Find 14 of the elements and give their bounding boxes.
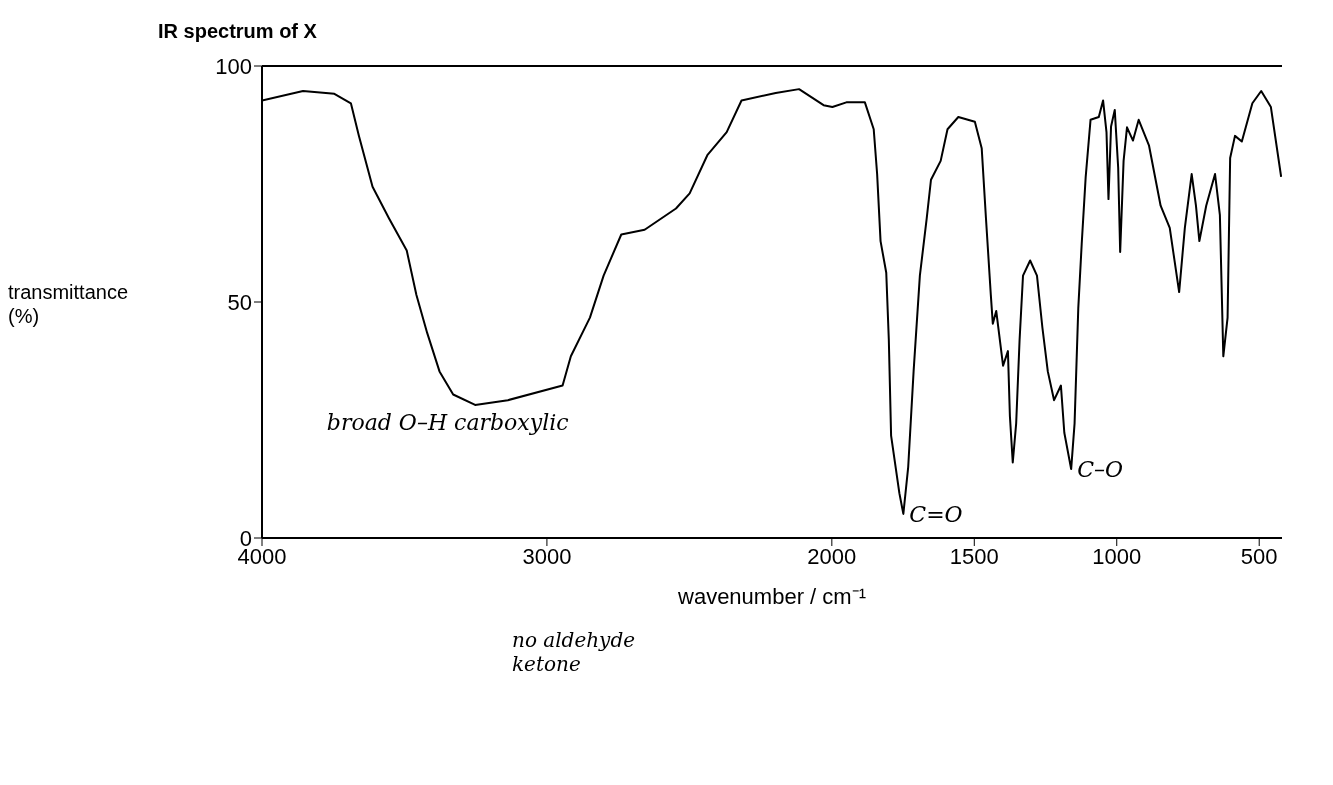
annotation: C–O	[1077, 457, 1124, 483]
chart-title: IR spectrum of X	[158, 20, 317, 43]
annotation: C=O	[909, 501, 963, 527]
x-tick-label: 1000	[1092, 543, 1142, 569]
x-tick-label: 1500	[949, 543, 999, 569]
x-tick-label: 3000	[522, 543, 572, 569]
x-axis-title: wavenumber / cm⁻¹	[677, 583, 867, 610]
text: no aldehyde ketone	[512, 628, 637, 676]
y-axis-title: transmittance (%)	[8, 280, 130, 328]
x-tick-label: 500	[1240, 543, 1278, 569]
y-tick-label: 100	[215, 53, 252, 79]
x-tick-label: 2000	[807, 543, 857, 569]
y-tick-label: 50	[227, 289, 252, 315]
annotation: broad O–H carboxylic	[326, 409, 569, 435]
